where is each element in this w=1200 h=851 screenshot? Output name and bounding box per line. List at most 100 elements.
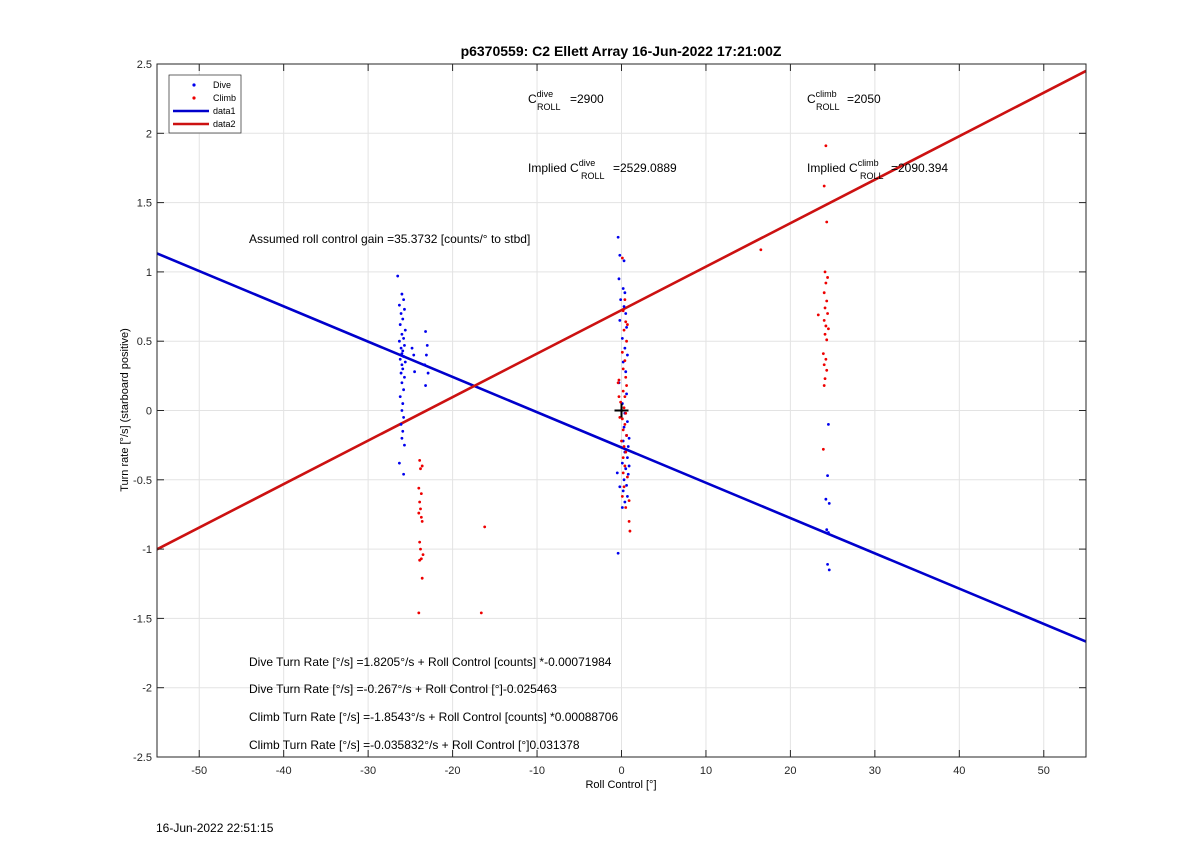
point-dive bbox=[622, 478, 626, 482]
point-climb bbox=[625, 339, 628, 343]
point-dive bbox=[399, 371, 403, 375]
point-climb bbox=[825, 299, 829, 303]
annotation-implied-climb-sup: climb bbox=[858, 158, 879, 168]
point-dive bbox=[398, 395, 402, 399]
point-climb bbox=[826, 312, 829, 315]
annotation-c-climb-sub: ROLL bbox=[816, 102, 840, 112]
annotation-eq-climb-degrees: Climb Turn Rate [°/s] =-0.035832°/s + Ro… bbox=[249, 738, 580, 752]
point-climb bbox=[816, 313, 820, 317]
point-climb bbox=[417, 511, 421, 515]
point-climb bbox=[622, 406, 626, 410]
point-climb bbox=[824, 357, 828, 361]
point-climb bbox=[621, 389, 625, 393]
point-dive bbox=[397, 461, 401, 465]
x-tick-label: -50 bbox=[191, 765, 207, 777]
y-tick-label: -1 bbox=[142, 544, 152, 556]
point-climb bbox=[621, 428, 625, 432]
point-dive bbox=[424, 384, 427, 387]
point-climb bbox=[419, 515, 423, 519]
point-dive bbox=[827, 422, 830, 426]
point-climb bbox=[617, 395, 621, 399]
point-dive bbox=[626, 495, 629, 498]
point-dive bbox=[623, 291, 627, 295]
annotation-implied-climb: Implied Cclimb ROLL =2090.394 bbox=[807, 158, 948, 181]
x-tick-label: 0 bbox=[618, 765, 624, 777]
point-dive bbox=[424, 330, 427, 333]
point-dive bbox=[624, 370, 628, 374]
annotation-implied-dive-sup: dive bbox=[579, 158, 596, 168]
point-dive bbox=[397, 339, 401, 343]
annotation-c-dive-value: =2900 bbox=[570, 92, 604, 106]
point-climb bbox=[420, 519, 424, 523]
point-dive bbox=[403, 328, 407, 332]
point-climb bbox=[821, 352, 825, 356]
annotation-implied-dive-value: =2529.0889 bbox=[613, 161, 677, 175]
annotation-c-climb: Cclimb ROLL =2050 bbox=[807, 89, 881, 112]
legend-data2-label: data2 bbox=[213, 119, 236, 129]
legend-climb-label: Climb bbox=[213, 93, 236, 103]
point-dive bbox=[396, 274, 400, 278]
point-dive bbox=[626, 472, 630, 476]
point-dive bbox=[399, 346, 403, 350]
point-climb bbox=[621, 367, 625, 371]
annotations: Cdive ROLL =2900 Cclimb ROLL =2050 Implied C… bbox=[249, 89, 948, 752]
x-tick-label: 30 bbox=[869, 765, 881, 777]
point-dive bbox=[400, 436, 404, 440]
point-climb bbox=[623, 464, 627, 468]
y-axis-label: Turn rate [°/s] (starboard positive) bbox=[119, 328, 131, 492]
point-climb bbox=[623, 298, 627, 302]
legend-data1-label: data1 bbox=[213, 106, 236, 116]
point-climb bbox=[624, 320, 628, 324]
x-tick-label: 10 bbox=[700, 765, 712, 777]
point-climb bbox=[419, 492, 423, 496]
point-dive bbox=[619, 298, 623, 302]
annotation-implied-dive-sub: ROLL bbox=[581, 171, 605, 181]
annotation-eq-dive-degrees: Dive Turn Rate [°/s] =-0.267°/s + Roll C… bbox=[249, 682, 557, 696]
point-dive bbox=[401, 349, 405, 353]
fit-line-data2 bbox=[156, 69, 1087, 551]
point-dive bbox=[620, 337, 624, 340]
point-dive bbox=[626, 420, 629, 423]
point-dive bbox=[827, 501, 831, 505]
point-dive bbox=[616, 551, 620, 555]
point-dive bbox=[401, 367, 405, 371]
fit-line-data1 bbox=[156, 252, 1087, 643]
point-climb bbox=[418, 458, 422, 462]
point-dive bbox=[626, 353, 629, 357]
y-tick-label: 1.5 bbox=[137, 198, 152, 210]
legend: Dive Climb data1 data2 bbox=[168, 74, 242, 134]
point-dive bbox=[403, 343, 406, 347]
point-dive bbox=[398, 357, 402, 361]
point-dive bbox=[618, 319, 622, 322]
point-climb bbox=[619, 400, 623, 404]
point-climb bbox=[623, 422, 627, 426]
point-dive bbox=[620, 461, 624, 465]
point-dive bbox=[627, 436, 631, 440]
point-dive bbox=[423, 363, 427, 367]
point-dive bbox=[399, 422, 403, 426]
annotation-c-dive: Cdive ROLL =2900 bbox=[528, 89, 604, 112]
chart-title: p6370559: C2 Ellett Array 16-Jun-2022 17… bbox=[461, 43, 782, 59]
point-dive bbox=[622, 425, 626, 429]
point-dive bbox=[397, 303, 401, 307]
y-tick-label: 2 bbox=[146, 128, 152, 140]
point-dive bbox=[402, 472, 406, 476]
point-climb bbox=[624, 411, 628, 415]
point-climb bbox=[822, 384, 826, 387]
point-climb bbox=[420, 576, 424, 580]
point-dive bbox=[827, 568, 831, 572]
y-tick-label: 1 bbox=[146, 267, 152, 279]
point-dive bbox=[400, 409, 404, 412]
point-dive bbox=[402, 355, 406, 358]
x-tick-label: 20 bbox=[784, 765, 796, 777]
annotation-implied-climb-sub: ROLL bbox=[860, 171, 884, 181]
point-dive bbox=[826, 562, 829, 566]
point-dive bbox=[622, 259, 626, 263]
point-climb bbox=[822, 184, 826, 188]
y-tick-label: -0.5 bbox=[133, 475, 152, 487]
point-climb bbox=[821, 447, 825, 451]
point-climb bbox=[823, 270, 827, 274]
point-climb bbox=[822, 363, 826, 367]
point-climb bbox=[621, 471, 625, 475]
